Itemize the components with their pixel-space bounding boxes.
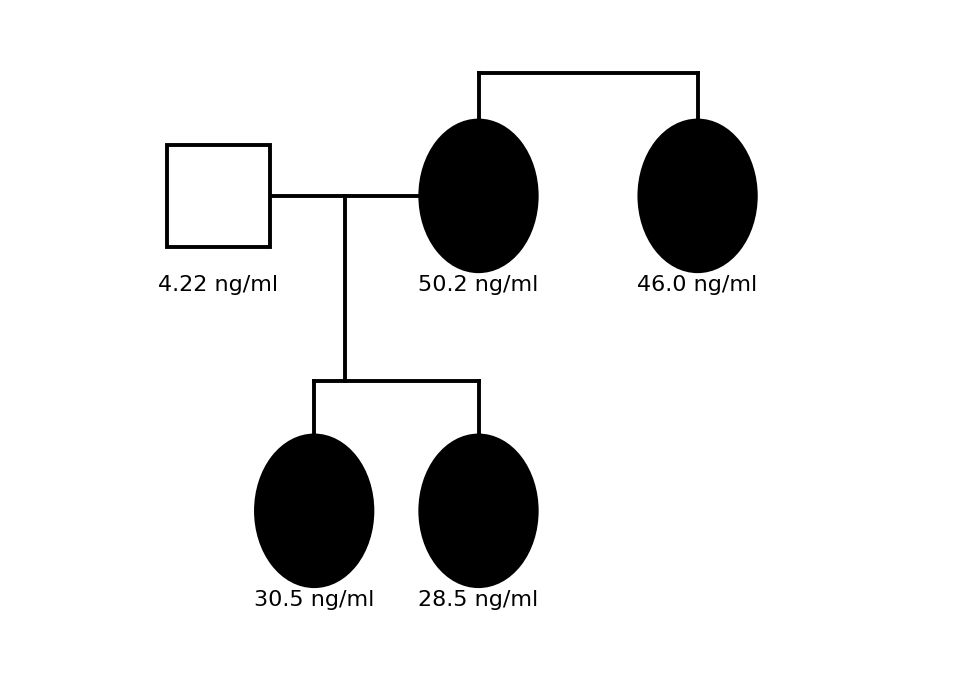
Ellipse shape <box>256 435 372 586</box>
Text: 50.2 ng/ml: 50.2 ng/ml <box>418 274 539 295</box>
Ellipse shape <box>420 121 537 271</box>
Ellipse shape <box>639 121 756 271</box>
Text: 30.5 ng/ml: 30.5 ng/ml <box>254 590 374 610</box>
Bar <box>167 145 270 247</box>
Text: 28.5 ng/ml: 28.5 ng/ml <box>418 590 539 610</box>
Ellipse shape <box>420 435 537 586</box>
Text: 46.0 ng/ml: 46.0 ng/ml <box>637 274 758 295</box>
Text: 4.22 ng/ml: 4.22 ng/ml <box>158 274 278 295</box>
